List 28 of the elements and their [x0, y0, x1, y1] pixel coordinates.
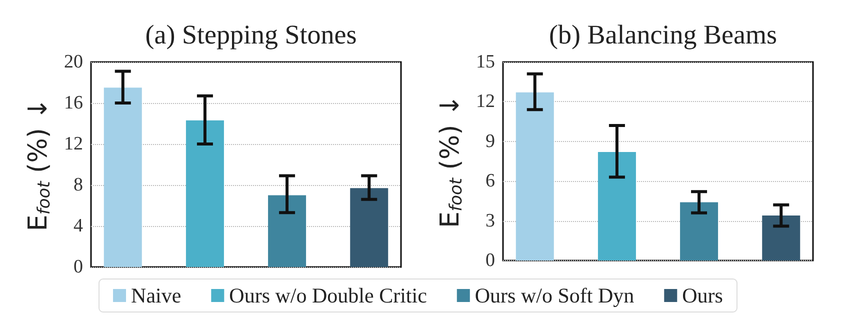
bar	[104, 88, 142, 267]
y-tick-label: 15	[476, 52, 495, 72]
bar	[186, 120, 224, 267]
legend-label: Ours w/o Double Critic	[229, 284, 427, 308]
y-tick-label: 12	[476, 91, 495, 112]
y-tick-label: 8	[74, 174, 83, 196]
y-tick-label: 6	[486, 170, 495, 192]
bar	[350, 188, 388, 267]
legend-label: Naive	[131, 284, 182, 308]
bar	[598, 152, 636, 260]
bar	[762, 216, 800, 260]
y-axis-title: Efoot (%) ↓	[24, 98, 54, 232]
legend-label: Ours w/o Soft Dyn	[474, 284, 635, 308]
y-tick-label: 20	[64, 52, 83, 72]
y-tick-label: 3	[486, 210, 495, 232]
bar	[516, 92, 554, 260]
bar	[680, 202, 718, 260]
bar	[268, 195, 306, 267]
legend-label: Ours	[682, 284, 723, 308]
y-tick-label: 9	[486, 130, 495, 152]
y-tick-label: 0	[486, 250, 495, 271]
chart-title: (b) Balancing Beams	[549, 20, 777, 50]
chart-title: (a) Stepping Stones	[145, 20, 357, 50]
y-tick-label: 4	[74, 216, 84, 236]
y-tick-label: 16	[64, 92, 83, 114]
y-tick-label: 12	[64, 134, 83, 154]
y-tick-label: 0	[74, 256, 83, 278]
y-axis-title: Efoot (%) ↓	[436, 94, 466, 228]
